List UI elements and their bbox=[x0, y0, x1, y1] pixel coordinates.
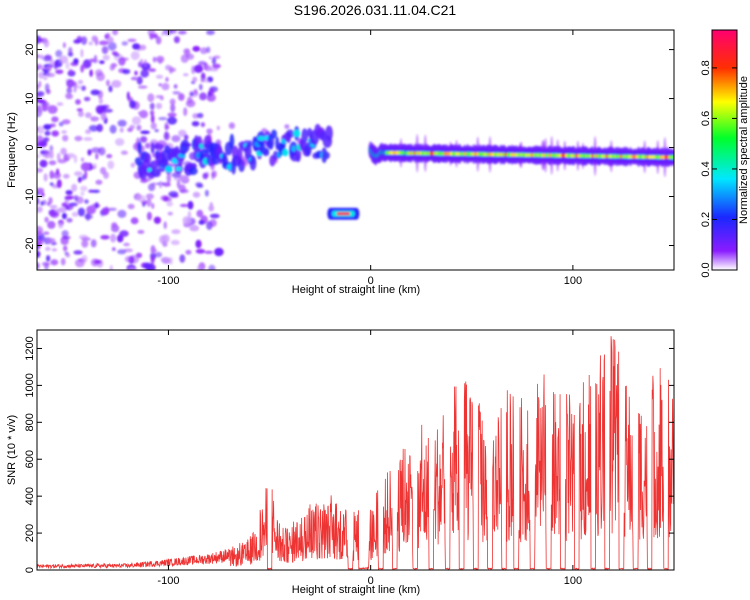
top-y-tick-label: 10 bbox=[24, 92, 36, 104]
bottom-plot-frame bbox=[36, 329, 675, 571]
bottom-x-tick-label: -100 bbox=[157, 575, 179, 587]
bottom-y-tick-label: 200 bbox=[24, 524, 36, 542]
colorbar-frame bbox=[711, 29, 738, 271]
bottom-y-tick-label: 800 bbox=[24, 413, 36, 431]
bottom-y-tick-label: 600 bbox=[24, 450, 36, 468]
bottom-y-tick-label: 0 bbox=[24, 567, 36, 573]
top-x-axis-label: Height of straight line (km) bbox=[292, 284, 420, 296]
bottom-x-axis-label: Height of straight line (km) bbox=[292, 584, 420, 596]
bottom-y-tick-label: 1200 bbox=[24, 336, 36, 360]
colorbar-tick-label: 0.2 bbox=[700, 212, 712, 227]
colorbar-ticks: 0.0 0.2 0.4 0.6 0.8 bbox=[700, 60, 737, 278]
top-y-tick-label: -20 bbox=[24, 238, 36, 254]
colorbar-tick-label: 0.4 bbox=[700, 161, 712, 176]
bottom-y-axis-label: SNR (10 * v/v) bbox=[6, 415, 18, 485]
top-y-tick-label: -10 bbox=[24, 189, 36, 205]
colorbar-tick-label: 0.8 bbox=[700, 60, 712, 75]
top-x-tick-label: -100 bbox=[157, 275, 179, 287]
top-plot-frame bbox=[36, 29, 675, 271]
colorbar-gradient bbox=[712, 30, 737, 270]
top-y-axis-label: Frequency (Hz) bbox=[6, 112, 18, 188]
top-y-tick-label: 20 bbox=[24, 43, 36, 55]
top-x-tick-label: 0 bbox=[368, 275, 374, 287]
top-x-tick-label: 100 bbox=[564, 275, 582, 287]
snr-series-line bbox=[37, 336, 674, 570]
colorbar: 0.0 0.2 0.4 0.6 0.8 Normalized spectral ampl… bbox=[700, 29, 750, 278]
bottom-x-tick-label: 0 bbox=[368, 575, 374, 587]
colorbar-tick-label: 0.0 bbox=[700, 262, 712, 277]
heatmap-layer bbox=[37, 30, 674, 270]
bottom-y-tick-label: 400 bbox=[24, 487, 36, 505]
colorbar-tick-label: 0.6 bbox=[700, 111, 712, 126]
chart-title: S196.2026.031.11.04.C21 bbox=[294, 2, 457, 18]
top-y-tick-label: 0 bbox=[24, 144, 36, 150]
bottom-x-tick-label: 100 bbox=[564, 575, 582, 587]
colorbar-label: Normalized spectral amplitude bbox=[738, 76, 750, 224]
bottom-y-tick-label: 1000 bbox=[24, 373, 36, 397]
